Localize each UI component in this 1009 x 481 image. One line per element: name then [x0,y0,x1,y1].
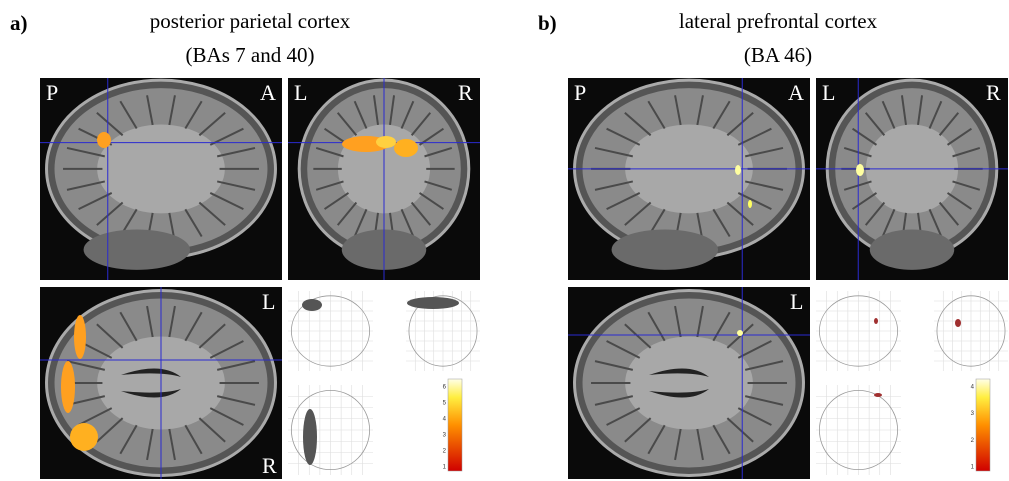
colorbar-tick-label: 4 [971,385,975,391]
activation [874,318,878,324]
colorbar [976,379,990,471]
panel: a) posterior parietal cortex (BAs 7 and 40… [10,9,480,479]
colorbar-tick-label: 2 [971,438,975,444]
panel-title: lateral prefrontal cortex [679,9,878,33]
colorbar-tick-label: 2 [443,449,447,455]
colorbar-tick-label: 3 [443,433,447,439]
cerebellum [870,230,954,270]
cerebellum [612,230,718,270]
white-matter [97,124,225,213]
orientation-label: A [260,80,276,105]
orientation-label: R [262,453,277,478]
orientation-label: L [790,289,803,314]
activation [70,423,98,451]
activation [407,297,459,309]
activation [394,139,418,157]
orientation-label: P [574,80,586,105]
activation [737,330,743,336]
colorbar-tick-label: 4 [443,417,447,423]
panel-subtitle: (BA 46) [744,43,812,67]
activation [874,393,882,397]
activation [748,200,752,208]
figure: a) posterior parietal cortex (BAs 7 and 40… [0,0,1009,481]
colorbar-tick-label: 1 [971,465,975,471]
orientation-label: A [788,80,804,105]
panel-label: b) [538,11,557,35]
orientation-label: L [822,80,835,105]
cerebellum [84,230,190,270]
colorbar-tick-label: 3 [971,411,975,417]
panel-subtitle: (BAs 7 and 40) [186,43,315,67]
colorbar-tick-label: 1 [443,465,447,471]
orientation-label: L [262,289,275,314]
panel-title: posterior parietal cortex [150,9,351,33]
colorbar-tick-label: 5 [443,401,447,407]
panel-label: a) [10,11,28,35]
activation [735,165,741,175]
colorbar-tick-label: 6 [443,385,447,391]
colorbar [448,379,462,471]
activation [303,409,317,465]
activation [856,164,864,176]
activation [97,132,111,148]
activation [61,361,75,413]
activation [955,319,961,327]
orientation-label: R [458,80,473,105]
activation [376,136,396,148]
activation [302,299,322,311]
orientation-label: P [46,80,58,105]
white-matter [625,337,753,430]
activation [74,315,86,359]
orientation-label: R [986,80,1001,105]
orientation-label: L [294,80,307,105]
